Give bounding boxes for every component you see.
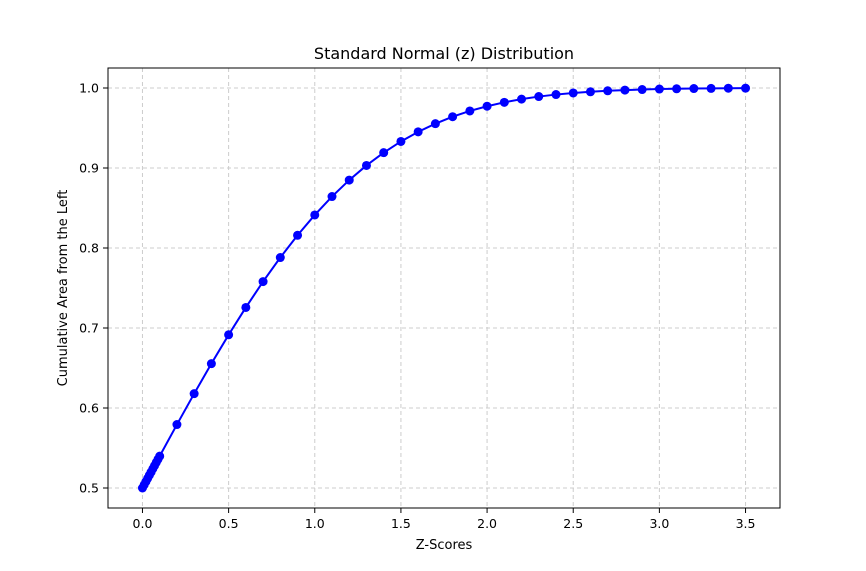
- x-tick-label: 0.0: [133, 516, 153, 531]
- data-point: [517, 94, 527, 104]
- plot-frame: [107, 67, 781, 509]
- y-tick-label: 0.5: [79, 481, 99, 496]
- chart-title: Standard Normal (z) Distribution: [314, 44, 574, 63]
- data-point: [413, 127, 423, 137]
- data-point: [258, 277, 268, 287]
- data-point: [499, 97, 509, 107]
- series-layer: [137, 83, 751, 493]
- data-point: [568, 88, 578, 98]
- y-tick-label: 0.8: [79, 241, 99, 256]
- data-point: [379, 148, 389, 158]
- data-point: [448, 112, 458, 122]
- data-point: [310, 210, 320, 220]
- grid-lines: [108, 68, 780, 508]
- data-point: [275, 253, 285, 263]
- data-point: [689, 84, 699, 94]
- data-point: [741, 83, 751, 93]
- data-point: [482, 101, 492, 111]
- data-point: [241, 302, 251, 312]
- data-point: [206, 359, 216, 369]
- data-point: [620, 85, 630, 95]
- x-tick-label: 3.5: [736, 516, 756, 531]
- x-tick-label: 1.5: [391, 516, 411, 531]
- y-axis-label: Cumulative Area from the Left: [56, 190, 71, 387]
- data-point: [585, 87, 595, 97]
- data-point: [327, 192, 337, 202]
- x-tick-label: 3.0: [649, 516, 669, 531]
- data-point: [344, 175, 354, 185]
- y-tick-label: 0.6: [79, 401, 99, 416]
- series-line: [141, 87, 746, 489]
- data-point: [637, 85, 647, 95]
- data-point: [706, 83, 716, 93]
- x-tick-label: 2.5: [563, 516, 583, 531]
- data-point: [551, 90, 561, 100]
- x-axis-ticks: 0.0 0.5 1.0 1.5 2.0 2.5 3.0 3.5: [133, 508, 756, 531]
- x-tick-label: 1.0: [305, 516, 325, 531]
- data-point: [654, 84, 664, 94]
- data-point: [672, 84, 682, 94]
- data-point: [465, 106, 475, 116]
- y-tick-label: 1.0: [79, 81, 99, 96]
- data-point: [396, 136, 406, 146]
- x-axis-label: Z-Scores: [416, 538, 473, 553]
- x-tick-label: 0.5: [219, 516, 239, 531]
- data-point: [430, 119, 440, 129]
- data-point: [603, 86, 613, 96]
- data-point: [361, 160, 371, 170]
- data-point: [155, 451, 165, 461]
- y-tick-label: 0.7: [79, 321, 99, 336]
- data-point: [224, 330, 234, 340]
- data-point: [172, 420, 182, 430]
- x-tick-label: 2.0: [477, 516, 497, 531]
- y-tick-label: 0.9: [79, 161, 99, 176]
- data-point: [293, 230, 303, 240]
- y-axis-ticks: 0.5 0.6 0.7 0.8 0.9 1.0: [79, 81, 108, 496]
- data-point: [534, 92, 544, 102]
- data-point: [189, 389, 199, 399]
- data-point: [723, 83, 733, 93]
